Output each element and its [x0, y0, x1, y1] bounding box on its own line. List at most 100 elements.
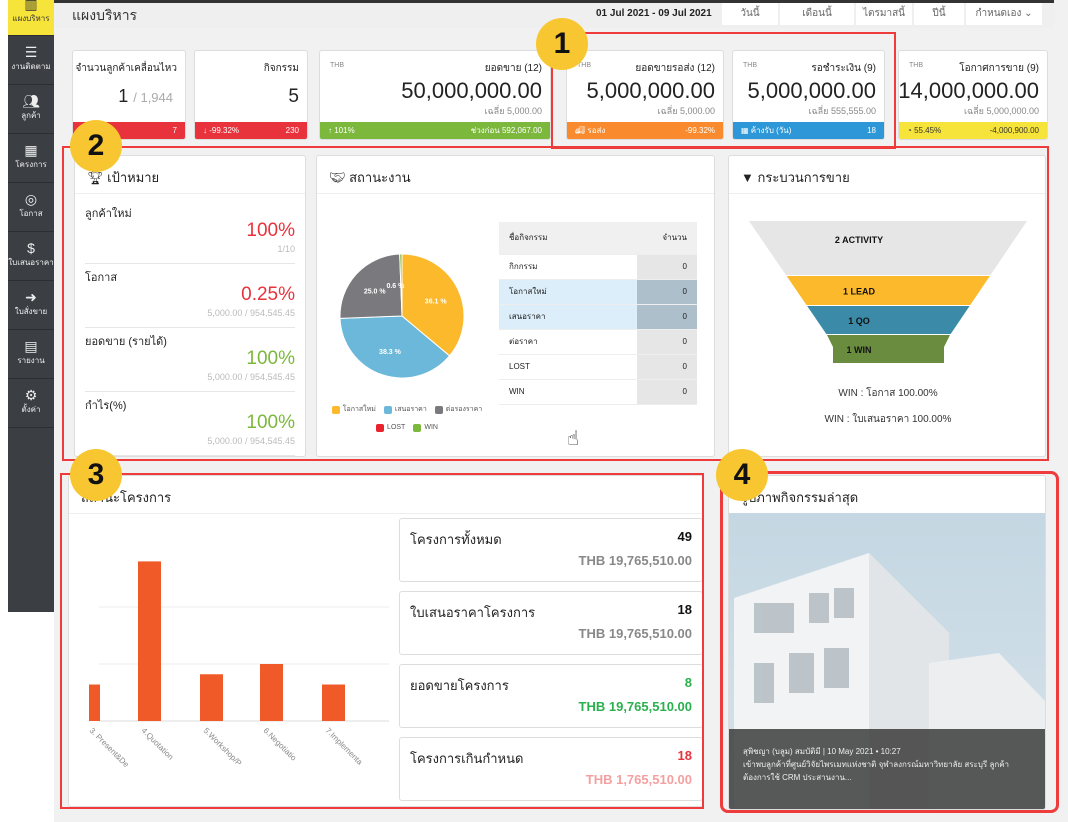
funnel-stage-label: 1 QO: [848, 316, 870, 326]
table-row: ต่อราคา 0: [499, 329, 697, 355]
users-icon: 👥︎: [22, 93, 40, 109]
pie-slice[interactable]: [339, 315, 451, 379]
bar[interactable]: [322, 684, 345, 721]
activity-name: เสนอราคา: [499, 304, 637, 330]
activity-count: 0: [637, 329, 697, 355]
truck-icon: 🚚︎: [575, 126, 588, 135]
legend-item[interactable]: เสนอราคา: [383, 401, 427, 419]
project-box-amount: THB 1,765,510.00: [585, 772, 692, 787]
bar-chart-icon: ▥: [24, 0, 38, 12]
legend-item[interactable]: โอกาสใหม่: [331, 401, 376, 419]
legend-item[interactable]: LOST: [376, 419, 405, 437]
x-tick-label: 3. Present&De: [88, 726, 132, 770]
kpi-card[interactable]: โอกาศการขาย (9) THB 14,000,000.00 เฉลี่ย 5,…: [898, 50, 1048, 140]
card-footer-right: 230: [285, 126, 299, 135]
range-button[interactable]: เดือนนี้: [780, 3, 854, 25]
activity-count: 0: [637, 279, 697, 305]
funnel-note: WIN : โอกาส 100.00%: [838, 388, 938, 399]
date-range: 01 Jul 2021 - 09 Jul 2021: [596, 8, 712, 19]
legend-label: LOST: [387, 424, 406, 431]
sidebar-item-label: แผงบริหาร: [12, 14, 50, 23]
funnel-stage[interactable]: [827, 335, 950, 363]
sales-funnel: 2 ACTIVITY 1 LEAD 1 QO 1 WIN: [749, 221, 1027, 363]
card-currency: THB: [330, 62, 344, 69]
sidebar-item[interactable]: ▤ รายงาน: [8, 330, 54, 379]
project-summary-box[interactable]: ยอดขายโครงการ 8 THB 19,765,510.00: [399, 664, 703, 728]
card-currency: THB: [743, 62, 757, 69]
legend-label: โอกาสใหม่: [342, 406, 376, 413]
legend-item[interactable]: ต่อรองราคา: [434, 401, 482, 419]
sidebar-item[interactable]: ☰ งานติดตาม: [8, 36, 54, 85]
kpi-card[interactable]: ยอดขาย (12) THB 50,000,000.00 เฉลี่ย 5,000.…: [319, 50, 551, 140]
funnel-header: ▼ กระบวนการขาย: [729, 156, 1045, 194]
card-label: โอกาศการขาย (9): [959, 63, 1039, 74]
custom-select-label: กำหนดเอง: [975, 8, 1022, 19]
trophy-icon: 🏆︎: [87, 170, 108, 185]
goal-item: โอกาส 0.25% 5,000.00 / 954,545.45: [85, 264, 295, 328]
goal-name: โอกาส: [85, 272, 118, 284]
table-row: กิกกรรม 0: [499, 254, 697, 280]
bar[interactable]: [260, 664, 283, 721]
bar[interactable]: [89, 684, 100, 721]
sidebar-item[interactable]: ▥ แผงบริหาร: [8, 0, 54, 36]
card-value: 1: [118, 86, 129, 106]
card-footer: ↑ 101% ช่วงก่อน 592,067.00: [320, 122, 550, 139]
quote-document-icon: $: [27, 240, 35, 256]
card-label: ยอดขายรอส่ง (12): [635, 63, 715, 74]
activity-name: LOST: [499, 354, 637, 380]
sidebar-item[interactable]: ➜ ใบสั่งขาย: [8, 281, 54, 330]
status-title: สถานะงาน: [349, 170, 411, 185]
legend-swatch: [383, 406, 392, 414]
card-footer-left: ↑ 101%: [328, 126, 355, 135]
funnel-stage[interactable]: [786, 276, 990, 305]
custom-range-select[interactable]: กำหนดเอง ⌄: [966, 3, 1042, 25]
card-footer-left: รอส่ง: [587, 126, 606, 135]
pie-data-label: 0.6 %: [386, 283, 405, 290]
funnel-stage[interactable]: [749, 221, 1027, 275]
annotation-badge: 4: [716, 449, 768, 501]
funnel-stage-label: 2 ACTIVITY: [835, 235, 883, 245]
activity-photo[interactable]: สุพิชญา (บลูม) สมบัติมี | 10 May 2021 • …: [729, 513, 1045, 809]
project-box-name: ใบเสนอราคาโครงการ: [410, 605, 536, 620]
project-summary-box[interactable]: ใบเสนอราคาโครงการ 18 THB 19,765,510.00: [399, 591, 703, 655]
activity-header: รูปภาพกิจกรรมล่าสุด: [729, 476, 1045, 514]
pie-slice[interactable]: [339, 253, 403, 319]
target-icon: ◎: [24, 191, 38, 207]
pie-slice[interactable]: [401, 253, 465, 357]
card-footer-right: 18: [867, 126, 876, 135]
card-value: 14,000,000.00: [898, 78, 1039, 103]
sidebar-item[interactable]: $ ใบเสนอราคา: [8, 232, 54, 281]
project-summary-box[interactable]: โครงการเกินกำหนด 18 THB 1,765,510.00: [399, 737, 703, 801]
kpi-card[interactable]: ยอดขายรอส่ง (12) THB 5,000,000.00 เฉลี่ย 5,…: [566, 50, 724, 140]
project-box-count: 8: [684, 675, 692, 690]
card-footer-left: 55.45%: [914, 126, 942, 135]
range-button[interactable]: ไตรมาสนี้: [856, 3, 912, 25]
kpi-card[interactable]: รอชำระเงิน (9) THB 5,000,000.00 เฉลี่ย 555,…: [732, 50, 885, 140]
sidebar-item[interactable]: ◎ โอกาส: [8, 183, 54, 232]
page-title: แผงบริหาร: [72, 7, 138, 23]
hand-cursor-icon: ☝︎: [567, 428, 580, 450]
chevron-down-icon: ⌄: [1024, 8, 1033, 19]
sidebar-item[interactable]: ▦ โครงการ: [8, 134, 54, 183]
legend-item[interactable]: WIN: [413, 419, 438, 437]
table-row: LOST 0: [499, 354, 697, 380]
bar[interactable]: [138, 561, 161, 721]
sidebar-item-label: รายงาน: [17, 356, 45, 365]
goal-item: ลูกค้าใหม่ 100% 1/10: [85, 200, 295, 264]
pie-data-label: 38.3 %: [379, 349, 402, 356]
project-summary-box[interactable]: โครงการทั้งหมด 49 THB 19,765,510.00: [399, 518, 703, 582]
card-average: เฉลี่ย 5,000.00: [484, 106, 542, 116]
sales-order-icon: ➜: [25, 289, 37, 305]
sidebar-item[interactable]: ⚙ ตั้งค่า: [8, 379, 54, 428]
kpi-card[interactable]: กิจกรรม 5 ↓ -99.32% 230: [194, 50, 308, 140]
sidebar-item[interactable]: 👥︎ ลูกค้า: [8, 85, 54, 134]
range-button[interactable]: วันนี้: [722, 3, 778, 25]
goal-sub: 5,000.00 / 954,545.45: [207, 436, 295, 446]
x-tick-label: 6.Negotiatio: [262, 726, 299, 763]
pie-slice[interactable]: [399, 253, 403, 317]
card-currency: THB: [909, 62, 923, 69]
goal-sub: 5,000.00 / 954,545.45: [207, 308, 295, 318]
bar[interactable]: [200, 674, 223, 721]
funnel-stage[interactable]: [807, 306, 970, 334]
range-button[interactable]: ปีนี้: [914, 3, 964, 25]
